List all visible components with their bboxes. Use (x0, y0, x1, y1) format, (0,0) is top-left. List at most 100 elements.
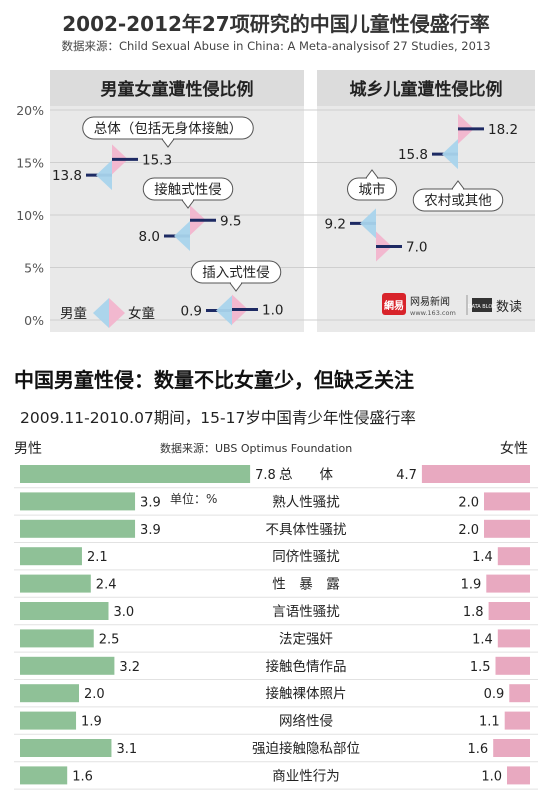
top-dot-chart: 男童女童遭性侵比例 城乡儿童遭性侵比例 0% 5% 10% 15% 20% 13.8 15.3 8… (16, 70, 535, 332)
category-label: 法定强奸 (279, 631, 333, 647)
category-label: 商业性行为 (272, 768, 340, 784)
female-bar (497, 629, 530, 648)
male-bar (20, 465, 251, 483)
male-value: 2.0 (84, 687, 105, 702)
category-label: 接触色情作品 (266, 658, 347, 675)
rural-label-pointer-mask (453, 188, 463, 191)
group-label-total: 总体（包括无身体接触） (82, 116, 254, 148)
male-bar (20, 711, 77, 730)
male-value: 2.4 (96, 578, 117, 593)
female-bar (488, 602, 530, 620)
boy-marker (216, 295, 232, 326)
female-bar (493, 739, 530, 757)
city-label: 城市 (347, 169, 397, 201)
male-value: 3.2 (119, 660, 140, 675)
legend-girl-swatch (109, 298, 125, 328)
female-bar (497, 547, 530, 566)
male-value: 2.5 (99, 632, 120, 647)
section-headline: 中国男童性侵：数量不比女童少，但缺乏关注 (14, 368, 414, 392)
female-value: 1.6 (468, 742, 489, 757)
male-value: 1.6 (72, 769, 93, 784)
girl-value: 15.3 (142, 152, 172, 168)
male-bar (20, 739, 112, 757)
datablog-text: DATA BLOG (468, 304, 496, 310)
female-bar (507, 766, 530, 785)
female-bar (495, 656, 530, 675)
female-bar (486, 574, 530, 593)
female-value: 1.1 (479, 715, 500, 730)
male-bar (20, 492, 136, 511)
panel-left-bg (50, 70, 304, 332)
y-tick-label: 0% (24, 313, 44, 328)
female-value: 1.5 (470, 660, 491, 675)
category-label: 熟人性骚扰 (272, 494, 340, 510)
source-note-2: 数据来源：UBS Optimus Foundation (160, 442, 353, 455)
category-label: 强迫接触隐私部位 (252, 740, 360, 757)
rural-label-text: 农村或其他 (424, 193, 492, 209)
group-label-total-pointer-mask (163, 137, 173, 140)
male-bar (20, 574, 91, 593)
city-low-value: 15.8 (398, 147, 428, 163)
y-tick-label: 15% (16, 156, 44, 171)
rural-label: 农村或其他 (412, 180, 504, 212)
female-value: 1.4 (472, 550, 493, 565)
legend-boy-label: 男童 (60, 305, 87, 322)
category-label: 接触裸体照片 (266, 685, 347, 702)
diverging-bar-chart: 7.8 4.7 总 体 3.9 2.0 熟人性骚扰 3.9 2.0 不具体性骚扰 2.1 1.4 同侪… (14, 465, 538, 790)
boy-value: 8.0 (139, 229, 160, 245)
male-bar (20, 656, 115, 675)
y-tick-label: 20% (16, 103, 44, 118)
category-label: 同侪性骚扰 (272, 549, 340, 565)
group-label-contact-text: 接触式性侵 (154, 181, 222, 198)
page-title: 2002-2012年27项研究的中国儿童性侵盛行率 (62, 12, 490, 36)
y-tick-label: 10% (16, 208, 44, 223)
group-label-penetrative-pointer-mask (231, 281, 241, 284)
group-label-contact-pointer-mask (183, 198, 193, 201)
female-bar (484, 519, 530, 538)
female-value: 0.9 (484, 687, 505, 702)
datablog-badge (472, 298, 492, 312)
city-label-text: 城市 (359, 181, 386, 198)
y-tick-label: 5% (24, 261, 44, 276)
category-label: 不具体性骚扰 (266, 522, 347, 538)
male-bar (20, 602, 109, 620)
female-bar (504, 711, 530, 730)
city-label-pointer-mask (367, 177, 377, 180)
male-bar (20, 547, 82, 566)
male-value: 3.9 (140, 523, 161, 538)
male-value: 3.0 (114, 605, 135, 620)
brand-url: www.163.com (410, 309, 456, 317)
male-bar (20, 684, 79, 703)
category-label: 网络性侵 (279, 713, 333, 730)
male-header: 男性 (14, 441, 42, 457)
city-high-value: 18.2 (488, 122, 518, 138)
panel-right-header (317, 70, 535, 106)
female-value: 1.9 (461, 578, 482, 593)
boy-marker (96, 160, 112, 191)
female-value: 4.7 (396, 468, 417, 483)
male-bar (20, 629, 94, 648)
panel-right-title: 城乡儿童遭性侵比例 (350, 79, 503, 100)
female-bar (484, 492, 530, 511)
male-bar (20, 519, 136, 538)
city-low-marker (442, 139, 458, 170)
panel-left-header (50, 70, 304, 106)
female-header: 女性 (500, 441, 528, 457)
source-note: 数据来源：Child Sexual Abuse in China: A Meta… (61, 39, 491, 53)
boy-value: 13.8 (52, 168, 82, 184)
group-label-penetrative-text: 插入式性侵 (202, 264, 270, 281)
female-value: 2.0 (458, 495, 479, 510)
rural-high-value: 9.2 (325, 216, 346, 232)
girl-value: 1.0 (262, 303, 283, 319)
rural-high-marker (360, 208, 376, 239)
group-label-total-text: 总体（包括无身体接触） (94, 120, 243, 137)
rural-low-value: 7.0 (406, 240, 427, 256)
boy-marker (174, 221, 190, 251)
female-bar (421, 465, 530, 483)
female-value: 2.0 (458, 523, 479, 538)
bar-chart-title: 2009.11-2010.07期间，15-17岁中国青少年性侵盛行率 (20, 409, 416, 427)
category-label: 总 体 (279, 467, 333, 483)
netease-logo (382, 293, 406, 315)
group-label-contact: 接触式性侵 (142, 177, 234, 209)
male-value: 1.9 (81, 715, 102, 730)
